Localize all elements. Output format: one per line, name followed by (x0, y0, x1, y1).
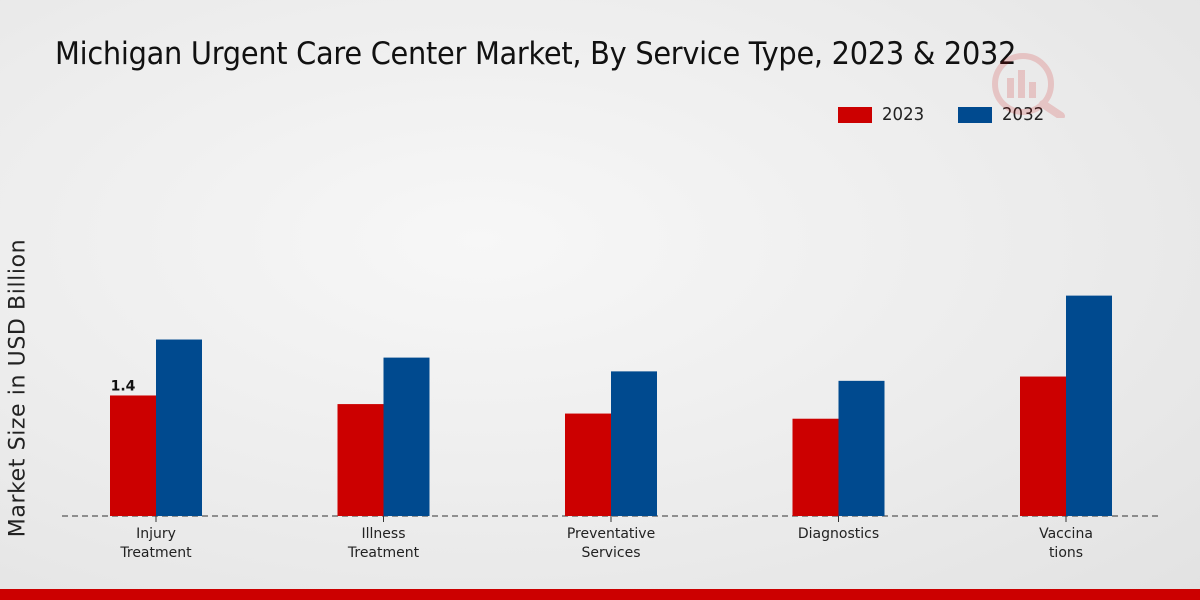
x-tick-label-0: Injury Treatment (119, 526, 192, 561)
bar-2032-4 (1066, 295, 1112, 516)
legend-item-2032: 2032 (958, 104, 1048, 125)
x-tick-label-2: Preventative Services (567, 526, 655, 561)
x-tick-label-4: Vaccina tions (1039, 526, 1093, 561)
bar-2023-1 (337, 404, 384, 516)
x-tick-label-1: Illness Treatment (347, 526, 420, 561)
bar-2032-2 (611, 371, 657, 516)
bottom-accent-bar (0, 589, 1200, 600)
chart-title: Michigan Urgent Care Center Market, By S… (55, 36, 1017, 72)
data-label-0: 1.4 (111, 378, 136, 394)
legend-label-2023: 2023 (882, 104, 925, 125)
bar-2032-0 (156, 339, 202, 516)
bar-2032-1 (383, 357, 430, 516)
bar-2023-4 (1020, 376, 1066, 516)
legend-label-2032: 2032 (1002, 104, 1045, 125)
bar-2023-0 (110, 395, 156, 516)
legend-swatch-2032 (958, 106, 992, 123)
watermark-logo (992, 53, 1065, 118)
legend-item-2023: 2023 (838, 104, 928, 125)
bar-2032-3 (838, 380, 885, 516)
bar-2023-3 (792, 418, 839, 516)
bar-2023-2 (565, 413, 611, 516)
legend-swatch-2023 (838, 106, 872, 123)
x-tick-label-3: Diagnostics (798, 526, 879, 542)
